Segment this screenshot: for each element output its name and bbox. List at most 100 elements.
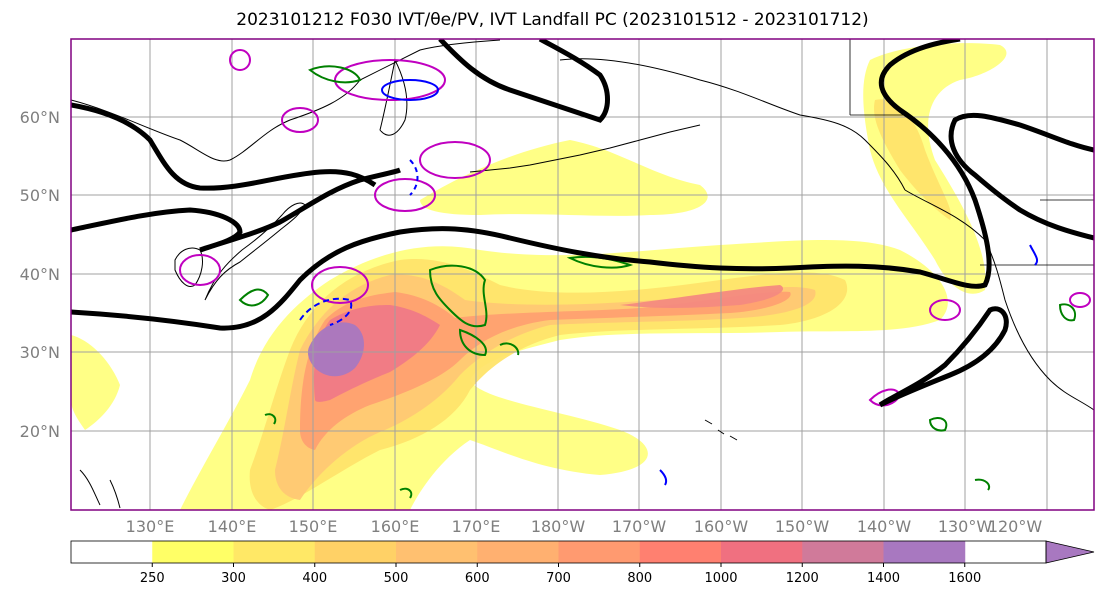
ivt-band-250-coast xyxy=(863,43,1007,294)
colorbar-swatch xyxy=(314,541,397,563)
colorbar-tick-label: 800 xyxy=(627,571,652,586)
ivt-band-250-north xyxy=(420,140,708,216)
pv-contour xyxy=(419,141,491,179)
green-contour xyxy=(928,417,948,432)
green-contour xyxy=(974,478,991,491)
longitude-labels: 130°E 140°E 150°E 160°E 170°E 180°W 170°… xyxy=(126,517,1043,536)
pv-contour xyxy=(229,49,251,71)
theta-e-contour xyxy=(409,159,419,196)
green-contour xyxy=(264,413,277,425)
green-contours xyxy=(238,65,1076,499)
landfall-contour-na xyxy=(948,112,1094,241)
pv-contour xyxy=(179,254,221,286)
colorbar-swatch xyxy=(639,541,722,563)
kamchatka-coastline xyxy=(379,58,408,136)
colorbar-swatches xyxy=(71,541,966,563)
hawaii-islands xyxy=(704,419,738,441)
colorbar-tick-label: 250 xyxy=(140,571,165,586)
pv-contour xyxy=(311,266,369,304)
colorbar-swatch xyxy=(721,541,803,563)
map-title: 2023101212 F030 IVT/θe/PV, IVT Landfall … xyxy=(236,10,869,30)
landfall-contours xyxy=(71,39,1094,408)
colorbar-tick-label: 1200 xyxy=(786,571,819,586)
landfall-contour-arctic xyxy=(71,102,377,191)
na-west-coastline xyxy=(904,189,1094,411)
colorbar-swatch xyxy=(802,541,884,563)
ivt-shading xyxy=(71,43,1007,510)
colorbar-swatch xyxy=(477,541,559,563)
colorbar-tick-label: 600 xyxy=(465,571,490,586)
pv-contour xyxy=(334,59,446,101)
lon-label: 130°E xyxy=(126,517,175,536)
colorbar-swatch xyxy=(71,541,153,563)
ivt-band-300-coast xyxy=(874,99,951,220)
green-contour xyxy=(308,65,362,84)
green-contour xyxy=(566,255,634,269)
green-contour xyxy=(1058,303,1076,322)
lat-label: 20°N xyxy=(20,422,60,441)
korea-coastline xyxy=(174,247,203,287)
colorbar-tick-label: 700 xyxy=(546,571,571,586)
alaska-coastline xyxy=(559,58,906,191)
lon-label: 170°W xyxy=(612,517,667,536)
ivt-band-250-west xyxy=(71,335,120,430)
colorbar-tick-label: 300 xyxy=(221,571,246,586)
colorbar-swatch xyxy=(396,541,478,563)
colorbar-swatch xyxy=(152,541,234,563)
colorbar-tick-label: 400 xyxy=(302,571,327,586)
lon-label: 160°E xyxy=(371,517,420,536)
colorbar-tick-label: 1000 xyxy=(704,571,737,586)
green-contour xyxy=(428,264,488,328)
pv-contour xyxy=(281,107,319,133)
lon-label: 150°W xyxy=(775,517,830,536)
theta-e-contour xyxy=(299,297,353,326)
colorbar-tick-label: 500 xyxy=(384,571,409,586)
theta-e-contour xyxy=(1029,244,1039,266)
gridlines xyxy=(71,39,1094,510)
pv-contour xyxy=(1069,292,1091,308)
pv-contours xyxy=(179,49,1091,407)
colorbar-extend-arrow xyxy=(1045,540,1095,564)
green-contour xyxy=(499,342,520,356)
lon-label: 130°W xyxy=(938,517,993,536)
theta-e-contour xyxy=(381,79,439,101)
coastlines xyxy=(71,39,1094,509)
landfall-contour-north xyxy=(71,167,401,253)
ivt-band-800-east xyxy=(620,285,784,309)
lon-label: 160°W xyxy=(694,517,749,536)
lon-label: 180°W xyxy=(531,517,586,536)
colorbar: 250 300 400 500 600 700 800 1000 1200 1400 1600 xyxy=(70,540,1095,586)
lat-label: 50°N xyxy=(20,186,60,205)
lon-label: 140°W xyxy=(857,517,912,536)
lon-label: 140°E xyxy=(208,517,257,536)
canada-border xyxy=(849,39,1094,266)
lat-label: 30°N xyxy=(20,343,60,362)
asia-coastline xyxy=(71,39,501,162)
map-panel xyxy=(70,38,1095,511)
map-frame xyxy=(70,38,1095,511)
landfall-contour-bering xyxy=(438,39,610,123)
green-contour xyxy=(238,288,270,307)
colorbar-swatch xyxy=(233,541,316,563)
colorbar-swatch xyxy=(883,541,966,563)
latitude-labels: 60°N 50°N 40°N 30°N 20°N xyxy=(20,108,60,441)
aleutian-islands xyxy=(469,124,701,173)
colorbar-ticks: 250 300 400 500 600 700 800 1000 1200 1400 1600 xyxy=(140,563,981,586)
lon-label: 170°E xyxy=(452,517,501,536)
theta-e-contour xyxy=(659,469,668,486)
green-contour xyxy=(458,328,487,357)
colorbar-tick-label: 1400 xyxy=(867,571,900,586)
landfall-contour-south xyxy=(71,39,992,331)
lon-label: 150°E xyxy=(289,517,338,536)
green-contour xyxy=(399,487,413,499)
lat-label: 60°N xyxy=(20,108,60,127)
theta-e-contours xyxy=(299,79,1039,486)
colorbar-swatch xyxy=(558,541,641,563)
lat-label: 40°N xyxy=(20,265,60,284)
colorbar-tick-label: 1600 xyxy=(948,571,981,586)
ivt-band-1400 xyxy=(307,322,365,377)
pv-contour xyxy=(929,299,961,321)
landfall-contour-subtropical xyxy=(878,306,1009,408)
lon-label: 120°W xyxy=(988,517,1043,536)
